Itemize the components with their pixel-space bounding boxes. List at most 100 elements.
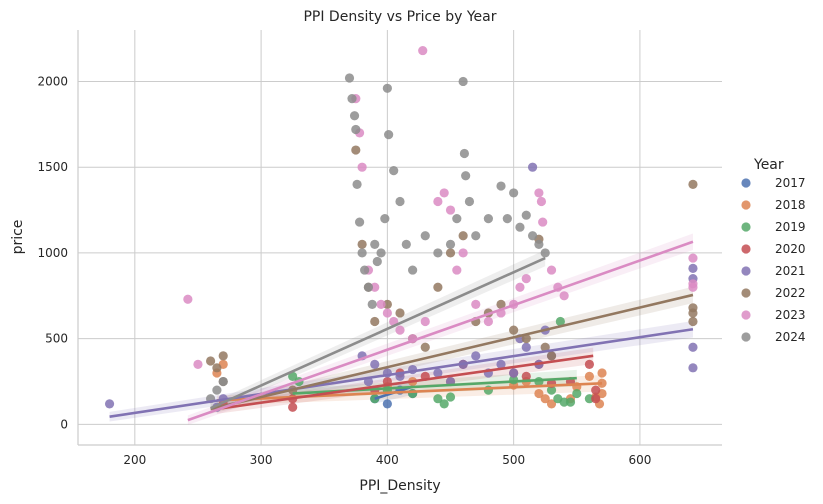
point-2022 bbox=[382, 299, 392, 309]
point-2024 bbox=[354, 217, 365, 227]
point-2023 bbox=[559, 291, 569, 301]
point-2021 bbox=[527, 162, 538, 172]
point-2019 bbox=[288, 371, 298, 382]
point-2021 bbox=[688, 263, 698, 273]
confidence-band-2022 bbox=[210, 286, 693, 414]
point-2023 bbox=[376, 299, 386, 309]
point-2018 bbox=[597, 368, 607, 378]
point-2024 bbox=[420, 231, 430, 241]
point-2018 bbox=[584, 371, 595, 382]
point-2024 bbox=[445, 239, 456, 249]
point-2019 bbox=[546, 385, 557, 395]
x-tick-label: 400 bbox=[376, 453, 399, 467]
point-2021 bbox=[104, 399, 115, 409]
x-tick-label: 500 bbox=[502, 453, 525, 467]
point-2024 bbox=[363, 282, 374, 292]
point-2024 bbox=[515, 222, 525, 232]
point-2023 bbox=[471, 299, 481, 309]
x-tick-label: 600 bbox=[628, 453, 651, 467]
confidence-band-2023 bbox=[187, 233, 693, 425]
point-2023 bbox=[370, 282, 380, 292]
trend-line-2021 bbox=[109, 327, 694, 418]
point-2022 bbox=[688, 316, 698, 327]
trend-lines bbox=[109, 240, 694, 422]
legend-marker-2020 bbox=[741, 244, 751, 254]
point-2024 bbox=[351, 124, 361, 135]
axis-spines bbox=[77, 30, 722, 446]
point-2024 bbox=[461, 171, 471, 181]
point-2023 bbox=[382, 308, 392, 318]
point-2019 bbox=[445, 392, 456, 402]
point-2024 bbox=[372, 256, 382, 267]
legend-label-2018: 2018 bbox=[775, 198, 806, 212]
point-2019 bbox=[572, 388, 582, 399]
point-2024 bbox=[349, 111, 360, 121]
point-2022 bbox=[509, 325, 519, 335]
trend-line-2020 bbox=[216, 354, 594, 411]
point-2024 bbox=[464, 196, 475, 207]
legend-label-2020: 2020 bbox=[775, 242, 806, 256]
point-2022 bbox=[546, 351, 557, 361]
x-axis-label: PPI_Density bbox=[359, 478, 440, 494]
point-2023 bbox=[395, 325, 405, 335]
point-2022 bbox=[218, 351, 228, 361]
point-2021 bbox=[509, 368, 519, 378]
legend-label-2019: 2019 bbox=[775, 220, 806, 234]
point-2020 bbox=[521, 371, 531, 382]
point-2022 bbox=[445, 248, 456, 258]
point-2024 bbox=[471, 231, 481, 241]
point-2024 bbox=[212, 385, 222, 395]
point-2023 bbox=[445, 205, 456, 215]
point-2022 bbox=[688, 308, 698, 318]
point-2020 bbox=[584, 359, 595, 370]
point-2022 bbox=[357, 239, 367, 249]
point-2019 bbox=[555, 316, 565, 327]
point-2023 bbox=[688, 253, 698, 263]
trend-line-2023 bbox=[187, 240, 694, 422]
y-tick-label: 1000 bbox=[37, 246, 68, 260]
point-2024 bbox=[521, 210, 531, 220]
point-2024 bbox=[496, 181, 506, 191]
point-2021 bbox=[688, 342, 698, 352]
point-2024 bbox=[433, 248, 443, 258]
point-2022 bbox=[496, 299, 506, 309]
point-2024 bbox=[380, 214, 390, 224]
point-2024 bbox=[344, 73, 355, 83]
point-2024 bbox=[540, 248, 550, 258]
point-2024 bbox=[458, 76, 468, 87]
point-2020 bbox=[591, 385, 601, 395]
point-2020 bbox=[288, 402, 298, 412]
point-2022 bbox=[540, 342, 550, 352]
point-2022 bbox=[420, 342, 430, 352]
legend-marker-2021 bbox=[741, 266, 751, 276]
y-tick-label: 1500 bbox=[37, 160, 68, 174]
point-2021 bbox=[471, 351, 481, 361]
y-gridlines bbox=[78, 80, 722, 425]
point-2023 bbox=[357, 162, 367, 172]
x-tick-label: 300 bbox=[250, 453, 273, 467]
point-2024 bbox=[367, 299, 377, 309]
point-2022 bbox=[205, 356, 216, 366]
point-2024 bbox=[452, 214, 462, 224]
legend-label-2023: 2023 bbox=[775, 308, 806, 322]
y-tick-label: 2000 bbox=[37, 74, 68, 88]
point-2024 bbox=[352, 179, 362, 189]
point-2018 bbox=[546, 399, 557, 409]
point-2023 bbox=[193, 359, 203, 370]
point-2019 bbox=[565, 397, 576, 407]
point-2024 bbox=[376, 248, 386, 258]
point-2024 bbox=[389, 166, 399, 176]
point-2022 bbox=[370, 316, 380, 327]
point-2022 bbox=[458, 231, 468, 241]
confidence-band-2019 bbox=[292, 369, 577, 399]
point-2018 bbox=[597, 378, 607, 388]
point-2021 bbox=[433, 368, 443, 378]
point-2024 bbox=[382, 83, 392, 93]
point-2023 bbox=[418, 45, 428, 56]
y-axis-label: price bbox=[10, 220, 26, 255]
point-2023 bbox=[483, 316, 493, 327]
point-2021 bbox=[688, 363, 698, 373]
confidence-band-2017 bbox=[374, 378, 413, 404]
point-2023 bbox=[538, 217, 548, 227]
plot-area bbox=[77, 30, 722, 446]
